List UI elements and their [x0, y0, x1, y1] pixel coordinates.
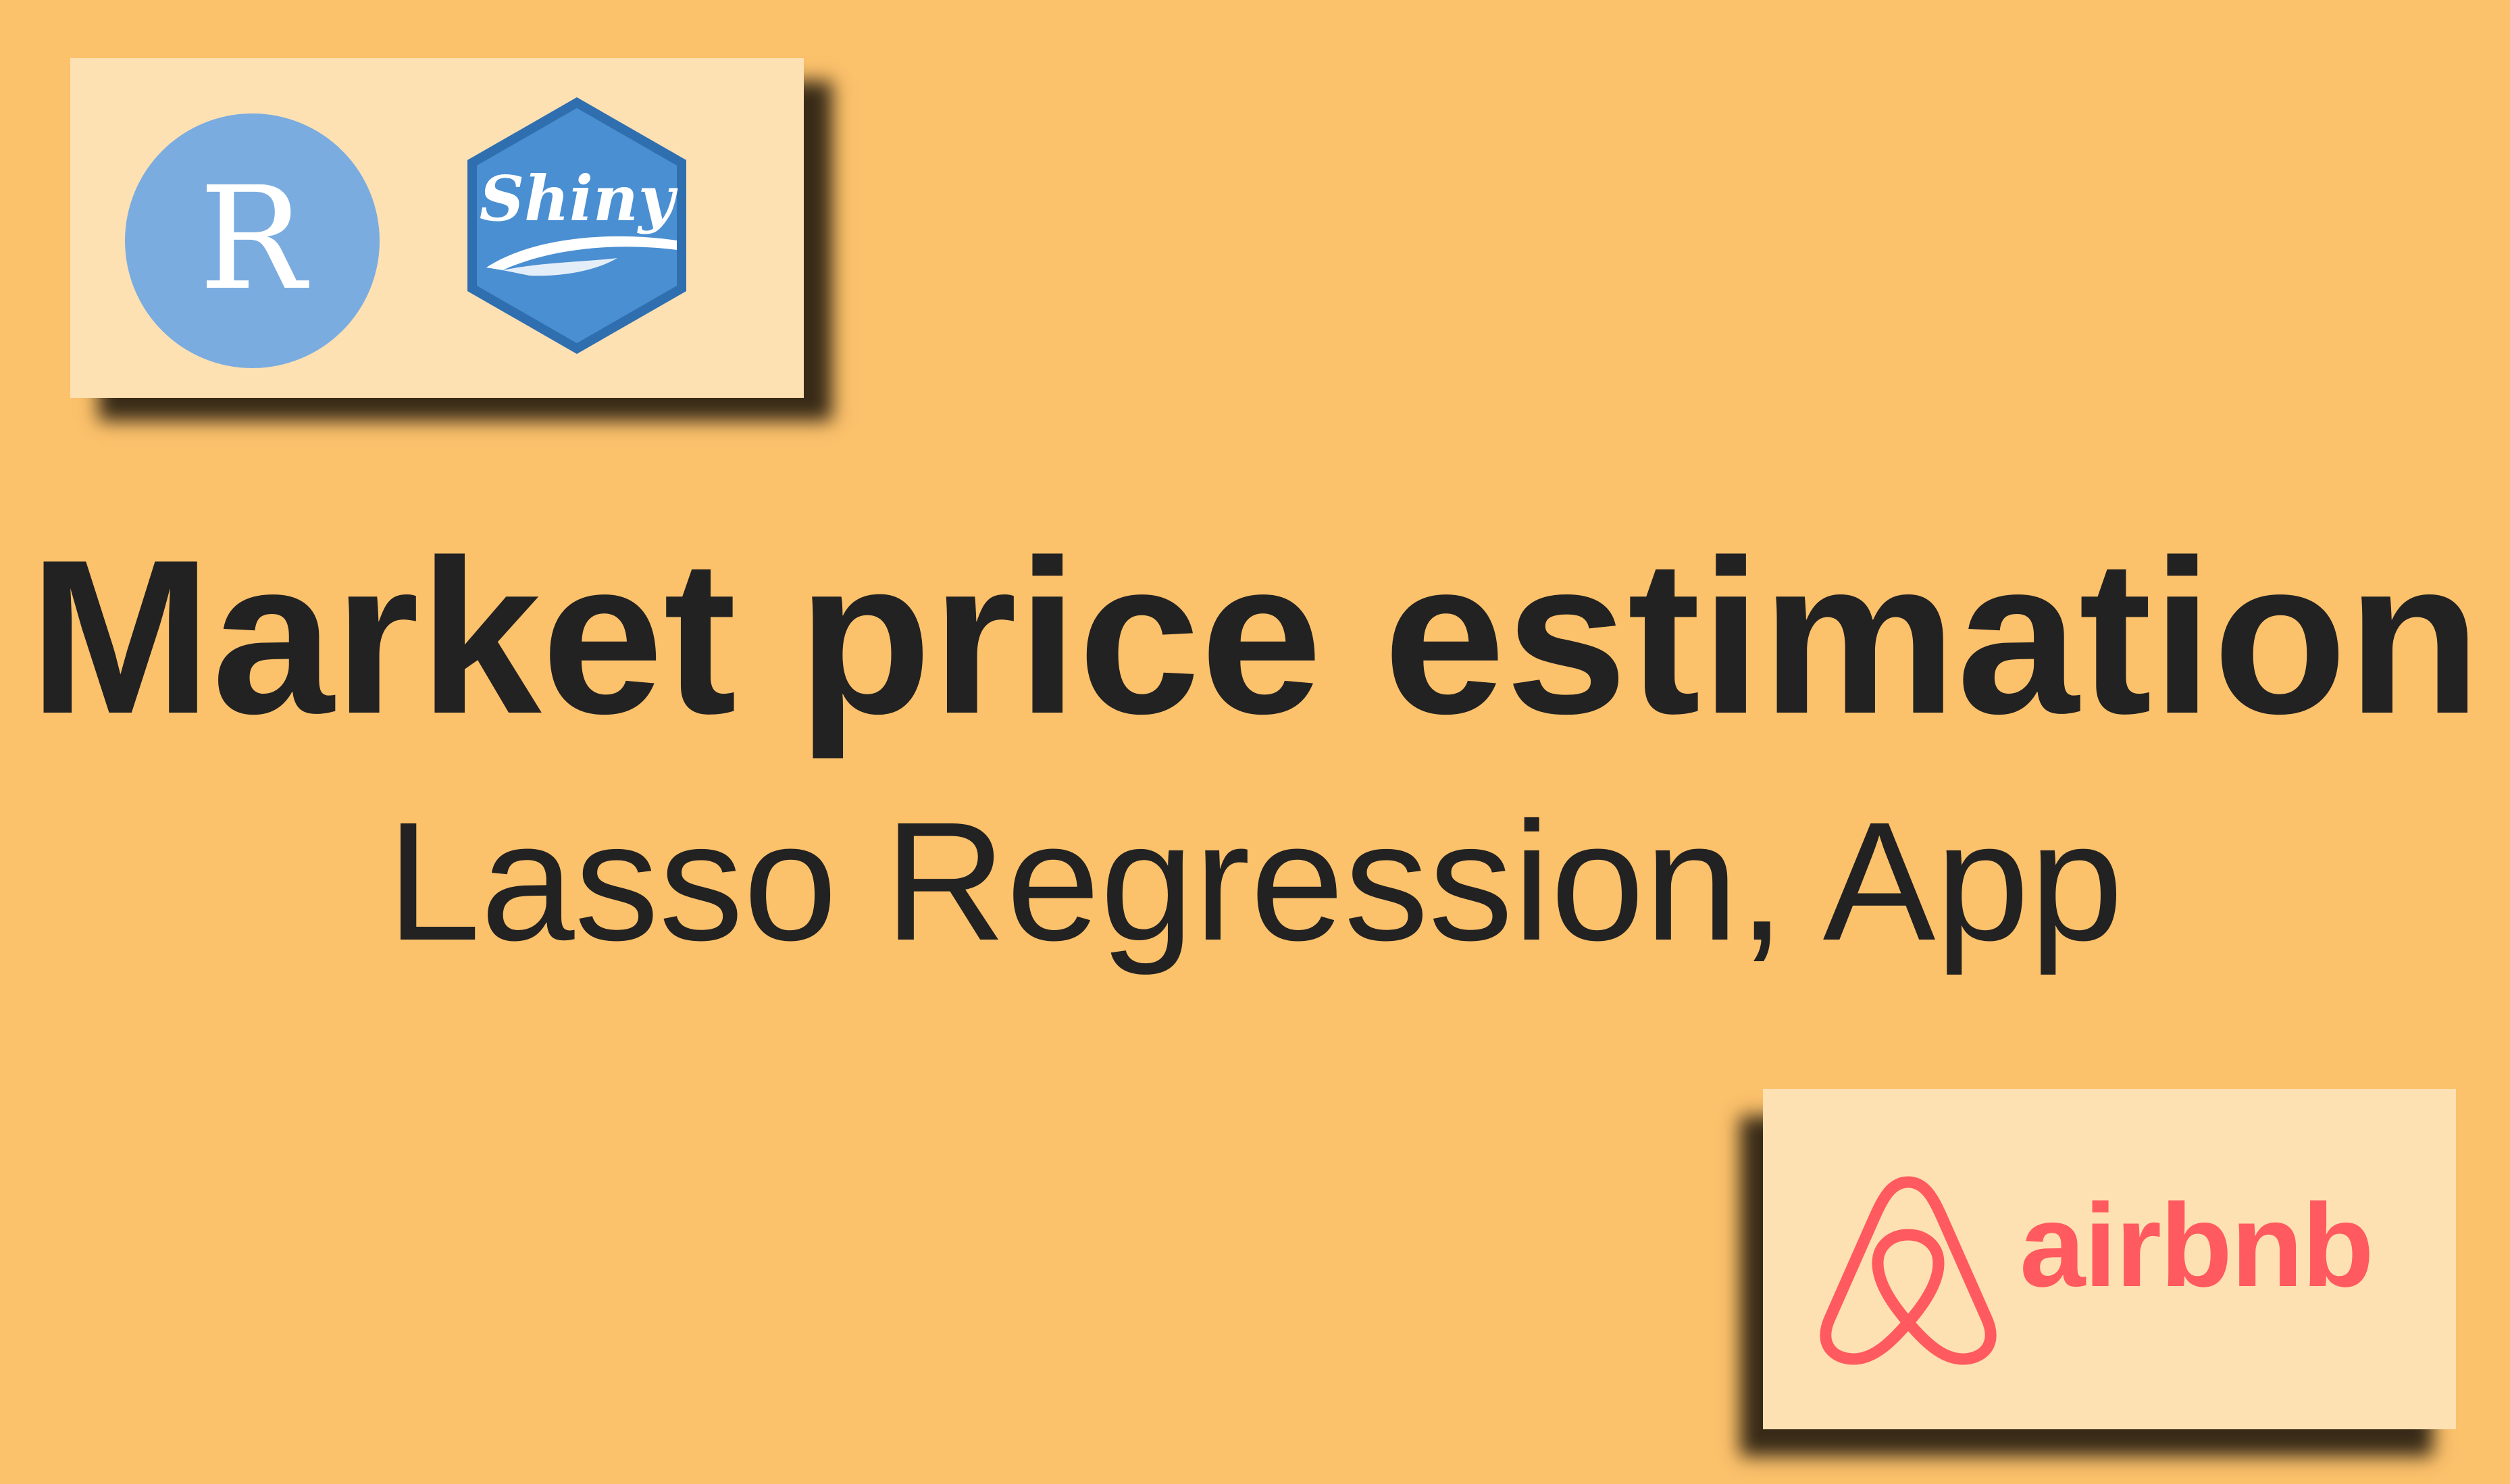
airbnb-belo-icon	[1820, 1176, 1997, 1365]
logos-card: R Shiny	[70, 58, 804, 398]
r-logo-letter: R	[199, 155, 306, 322]
r-logo-icon: R	[125, 113, 380, 368]
shiny-wordmark: Shiny	[480, 162, 678, 235]
page-title: Market price estimation	[28, 514, 2482, 759]
airbnb-wordmark: airbnb	[2020, 1180, 2374, 1312]
airbnb-card: airbnb	[1763, 1089, 2456, 1429]
page-subtitle: Lasso Regression, App	[386, 787, 2124, 975]
shiny-hex-icon: Shiny	[467, 97, 686, 354]
